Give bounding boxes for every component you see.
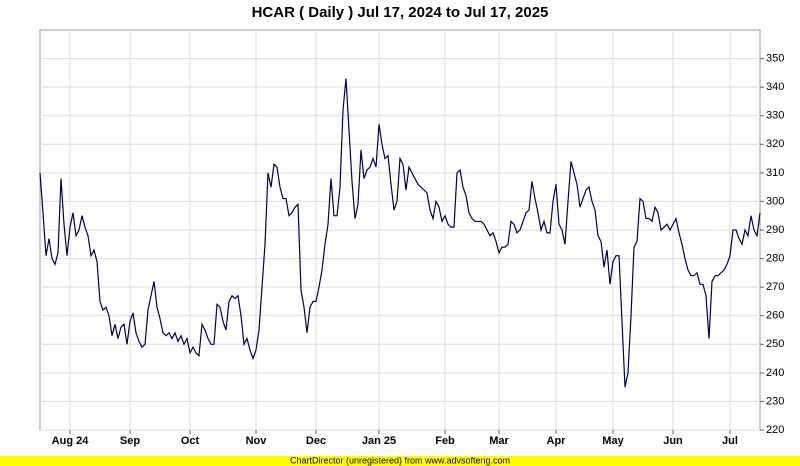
x-tick-label: Aug 24 — [52, 435, 90, 447]
x-tick-label: Oct — [181, 435, 200, 447]
x-tick-label: May — [602, 435, 624, 447]
y-tick-label: 290 — [766, 224, 784, 236]
x-tick-label: Sep — [120, 435, 140, 447]
chart-title: HCAR ( Daily ) Jul 17, 2024 to Jul 17, 2… — [252, 4, 549, 21]
y-tick-label: 260 — [766, 310, 784, 322]
y-tick-label: 340 — [766, 81, 784, 93]
y-tick-label: 300 — [766, 195, 784, 207]
x-tick-label: Dec — [306, 435, 326, 447]
y-tick-label: 220 — [766, 424, 784, 436]
price-line — [39, 78, 761, 388]
y-tick-label: 270 — [766, 281, 784, 293]
y-tick-label: 230 — [766, 395, 784, 407]
y-tick-label: 320 — [766, 138, 784, 150]
footer: ChartDirector (unregistered) from www.ad… — [290, 455, 510, 465]
x-tick-label: Nov — [246, 435, 268, 447]
x-tick-label: Mar — [489, 435, 509, 447]
y-tick-label: 280 — [766, 252, 784, 264]
x-tick-label: Feb — [435, 435, 455, 447]
y-tick-label: 350 — [766, 52, 784, 64]
x-tick-label: Jul — [722, 435, 738, 447]
y-tick-label: 240 — [766, 367, 784, 379]
footer-band — [0, 456, 800, 466]
x-tick-label: Apr — [547, 435, 567, 447]
y-tick-label: 250 — [766, 338, 784, 350]
x-tick-label: Jun — [663, 435, 683, 447]
x-tick-label: Jan 25 — [362, 435, 396, 447]
y-tick-label: 330 — [766, 110, 784, 122]
y-tick-label: 310 — [766, 167, 784, 179]
